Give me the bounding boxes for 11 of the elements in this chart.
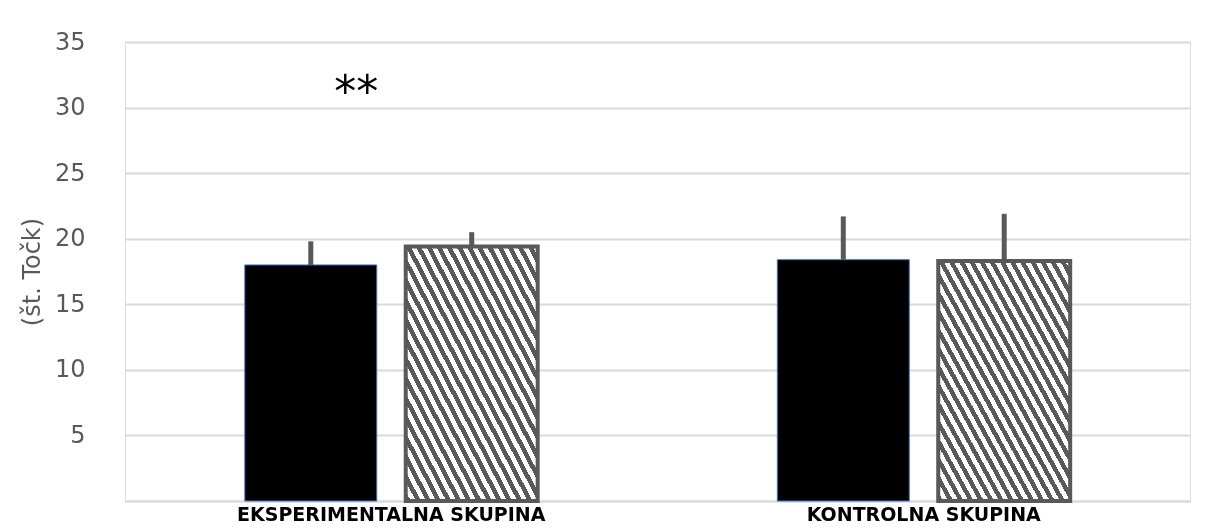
x-tick-label: EKSPERIMENTALNA SKUPINA xyxy=(237,502,546,525)
y-tick-label: 30 xyxy=(54,93,86,122)
y-tick-label: 35 xyxy=(54,27,86,56)
annotation: ** xyxy=(334,66,379,117)
y-tick-label: 25 xyxy=(54,158,86,187)
y-tick-label: 5 xyxy=(70,420,86,449)
y-axis-title: (št. Točk) xyxy=(17,217,46,327)
y-tick-label: 15 xyxy=(54,289,86,318)
y-tick-label: 10 xyxy=(54,355,86,384)
x-tick-label: KONTROLNA SKUPINA xyxy=(806,502,1042,525)
y-tick-label: 20 xyxy=(54,224,86,253)
